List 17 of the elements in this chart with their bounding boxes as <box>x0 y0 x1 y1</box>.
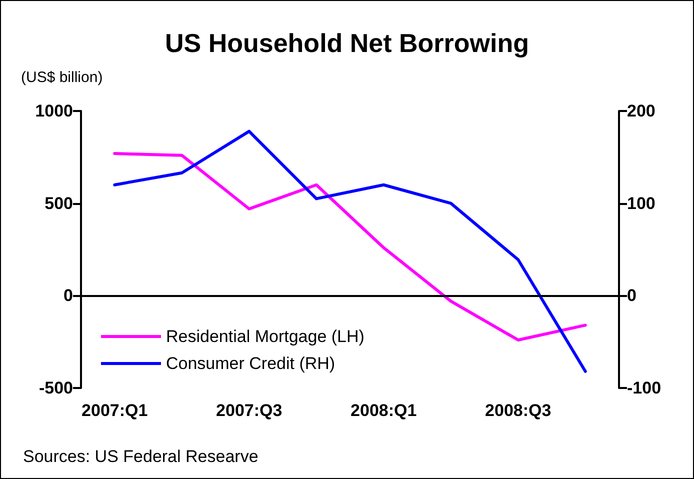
chart-title: US Household Net Borrowing <box>165 28 529 58</box>
x-tick-label: 2008:Q3 <box>485 401 552 420</box>
text: (US$ billion) <box>21 69 103 86</box>
y2-tick-label: 0 <box>627 286 636 306</box>
x-tick-label: 2007:Q1 <box>82 401 148 420</box>
y-tick-label: -500 <box>38 378 73 398</box>
y-tick-label: 0 <box>64 286 73 306</box>
y2-tick-label: 200 <box>627 102 656 120</box>
y2-tick-label: 100 <box>627 194 656 213</box>
y2-tick-label: -100 <box>627 378 662 398</box>
x-tick-label: 2008:Q1 <box>350 401 417 420</box>
y-tick-label: 1000 <box>35 102 73 120</box>
x-tick-label: 2007:Q3 <box>216 401 282 420</box>
source-note: Sources: US Federal Researve <box>23 447 258 467</box>
y-tick-label: 500 <box>44 194 73 213</box>
legend-label: Residential Mortgage (LH) <box>166 327 364 346</box>
legend-label: Consumer Credit (RH) <box>166 354 336 373</box>
